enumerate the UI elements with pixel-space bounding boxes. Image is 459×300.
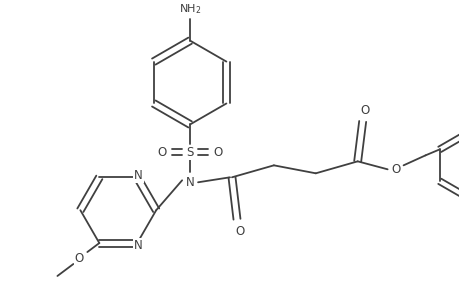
Text: O: O — [74, 251, 84, 265]
Text: NH$_2$: NH$_2$ — [179, 2, 201, 16]
Text: N: N — [134, 169, 142, 182]
Text: O: O — [213, 146, 222, 159]
Text: O: O — [390, 163, 399, 176]
Text: S: S — [186, 146, 193, 159]
Text: N: N — [185, 176, 194, 189]
Text: O: O — [359, 104, 369, 117]
Text: N: N — [134, 238, 142, 251]
Text: O: O — [157, 146, 167, 159]
Text: O: O — [235, 225, 244, 238]
